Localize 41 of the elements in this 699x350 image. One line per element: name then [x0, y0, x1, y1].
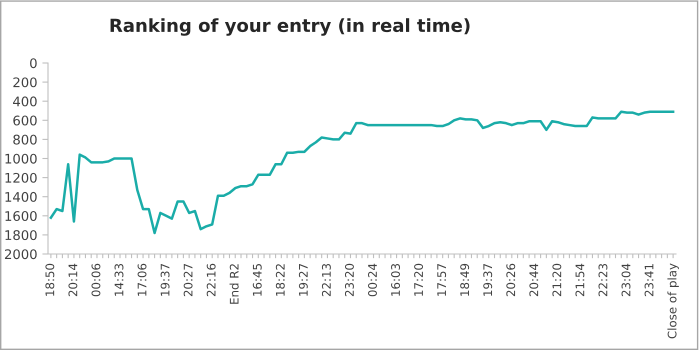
x-tick-label: 21:54 [575, 264, 584, 296]
x-tick-label: 20:14 [68, 264, 78, 296]
x-tick-label: 18:49 [460, 264, 470, 296]
x-tick-label: 23:04 [622, 264, 630, 296]
y-tick-label: 2000 [4, 249, 37, 260]
y-tick-label: 200 [13, 77, 37, 88]
y-tick-label: 800 [13, 134, 37, 145]
x-tick-label: 16:03 [391, 264, 400, 296]
x-tick-label: 17:20 [414, 264, 424, 296]
x-tick-label: Close of play [667, 263, 679, 338]
x-tick-label: 14:33 [114, 264, 124, 296]
x-tick-label: 22:13 [322, 264, 331, 296]
x-tick-label: 17:06 [138, 264, 146, 296]
y-tick-label: 1000 [5, 154, 37, 164]
chart-title: Ranking of your entry (in real time) [110, 18, 470, 36]
x-tick-label: 23:41 [644, 264, 654, 296]
x-tick-label: 20:27 [184, 264, 193, 296]
x-tick-label: 21:20 [552, 264, 562, 296]
line-series [50, 110, 674, 234]
x-tick-label: 18:50 [45, 264, 54, 296]
x-tick-label: 17:57 [437, 264, 446, 296]
y-tick-label: 1800 [5, 230, 37, 240]
x-tick-label: 00:06 [91, 264, 100, 296]
x-tick-label: 00:24 [368, 264, 377, 296]
y-tick-label: 400 [13, 96, 37, 106]
y-tick-label: 1200 [5, 172, 37, 183]
x-tick-label: 19:37 [483, 264, 492, 296]
y-tick-label: 600 [13, 116, 37, 126]
x-tick-label: 22:16 [206, 264, 216, 296]
x-tick-label: 20:44 [529, 264, 538, 296]
x-tick-label: 22:23 [598, 264, 608, 296]
x-tick-label: 19:27 [298, 264, 308, 296]
x-tick-label: 19:37 [160, 264, 170, 296]
x-tick-label: 20:26 [506, 264, 516, 296]
x-tick-label: End R2 [230, 264, 239, 304]
y-tick-label: 1400 [5, 192, 37, 202]
x-tick-label: 18:22 [276, 264, 285, 296]
y-tick-label: 1600 [5, 211, 37, 221]
y-tick-label: 0 [30, 58, 37, 68]
x-tick-label: 16:45 [252, 264, 262, 296]
x-tick-label: 23:20 [344, 264, 354, 296]
